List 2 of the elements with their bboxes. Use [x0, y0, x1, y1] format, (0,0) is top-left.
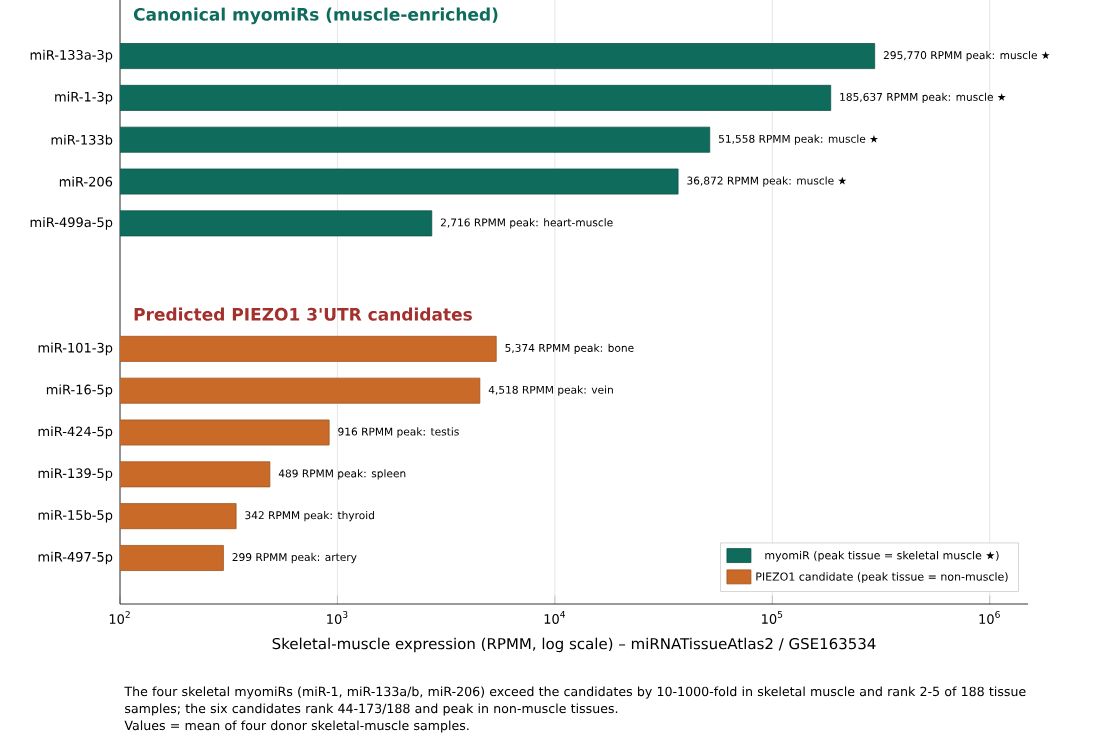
annotation: Predicted PIEZO1 3'UTR candidates — [134, 307, 472, 321]
annotation: Canonical myomiRs (muscle-enriched) — [133, 7, 498, 25]
